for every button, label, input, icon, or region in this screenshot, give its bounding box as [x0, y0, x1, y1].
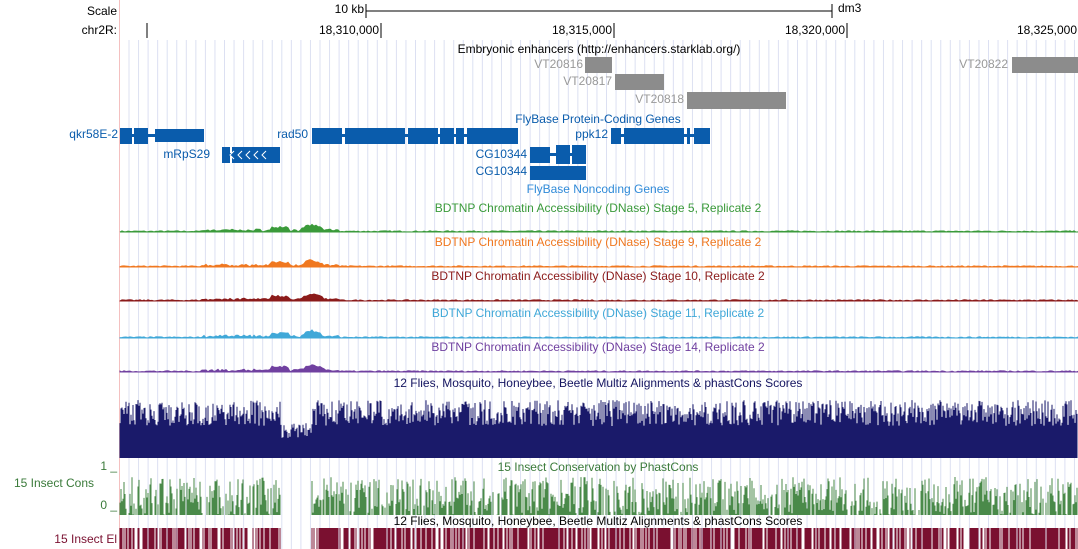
dnase-signal [119, 293, 1078, 302]
enhancer [615, 74, 664, 90]
phastcons-wiggle [119, 477, 1078, 515]
multiz-wiggle [119, 400, 1078, 458]
track-title: FlyBase Noncoding Genes [527, 182, 670, 196]
track-title: Embryonic enhancers (http://enhancers.st… [458, 42, 741, 56]
scale-label: Scale [87, 4, 117, 18]
gene-label: ppk12 [575, 127, 608, 141]
track-label: 15 Insect Cons [14, 476, 94, 490]
enhancer-label: VT20816 [534, 57, 583, 71]
scale-max: 1 _ [100, 459, 117, 473]
grid [128, 40, 1075, 549]
enhancer [1012, 57, 1078, 73]
gene-label: CG10344 [476, 147, 528, 161]
gene [312, 128, 518, 144]
gene [530, 145, 586, 164]
position-label: 18,310,000 [319, 23, 379, 37]
gene [611, 128, 710, 144]
gene [530, 166, 586, 180]
chrom-label: chr2R: [82, 23, 117, 37]
track-title: BDTNP Chromatin Accessibility (DNase) St… [435, 235, 762, 249]
track-title: 15 Insect Conservation by PhastCons [498, 460, 699, 474]
track-title: BDTNP Chromatin Accessibility (DNase) St… [435, 201, 762, 215]
gene-label: qkr58E-2 [69, 127, 118, 141]
enhancer [585, 57, 612, 73]
track-label: 15 Insect El [54, 532, 117, 546]
track-title: BDTNP Chromatin Accessibility (DNase) St… [431, 340, 765, 354]
gene-label: CG10344 [476, 164, 528, 178]
track-title: BDTNP Chromatin Accessibility (DNase) St… [431, 269, 765, 283]
gene [120, 128, 204, 144]
gene-label: rad50 [277, 127, 308, 141]
dnase-signal [119, 364, 1078, 373]
enhancer-label: VT20817 [563, 74, 612, 88]
track-title: BDTNP Chromatin Accessibility (DNase) St… [432, 306, 765, 320]
scale-min: 0 _ [100, 498, 117, 512]
position-label: 18,325,000 [1017, 23, 1077, 37]
track-title: 12 Flies, Mosquito, Honeybee, Beetle Mul… [394, 514, 803, 528]
dnase-signal [119, 259, 1078, 268]
dnase-signal [119, 329, 1078, 339]
dnase-tracks: BDTNP Chromatin Accessibility (DNase) St… [119, 201, 1078, 373]
enhancer-label: VT20822 [959, 57, 1008, 71]
conserved-elements [119, 528, 1078, 549]
track-title: 12 Flies, Mosquito, Honeybee, Beetle Mul… [394, 376, 803, 390]
gene-label: mRpS29 [163, 147, 210, 161]
dnase-signal [119, 223, 1078, 233]
track-title: FlyBase Protein-Coding Genes [515, 112, 680, 126]
gene [222, 147, 280, 163]
position-label: 18,315,000 [552, 23, 612, 37]
position-label: 18,320,000 [785, 23, 845, 37]
assembly: dm3 [838, 1, 862, 15]
enhancer-label: VT20818 [635, 92, 684, 106]
enhancer [687, 92, 786, 109]
scale-value: 10 kb [335, 2, 365, 16]
